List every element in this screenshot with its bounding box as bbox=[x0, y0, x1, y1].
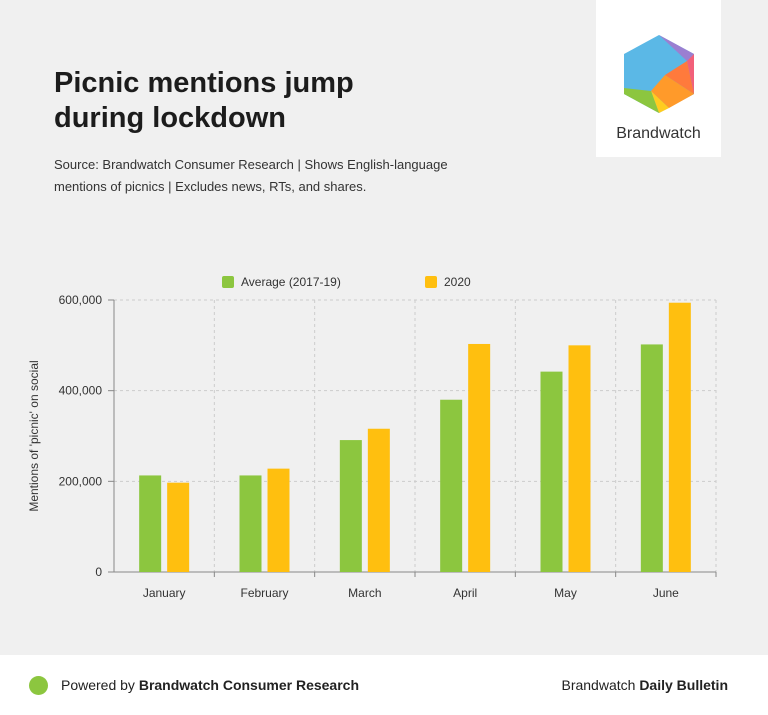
x-tick-label: June bbox=[653, 586, 679, 600]
bar-average bbox=[339, 440, 362, 572]
legend-swatch bbox=[222, 276, 234, 288]
y-tick-label: 600,000 bbox=[59, 293, 103, 307]
y-axis-title: Mentions of 'picnic' on social bbox=[27, 360, 41, 511]
bar-average bbox=[139, 475, 162, 572]
bar-2020 bbox=[167, 482, 190, 572]
bar-2020 bbox=[668, 302, 691, 572]
y-tick-label: 200,000 bbox=[59, 474, 103, 488]
y-tick-label: 0 bbox=[95, 565, 102, 579]
green-dot-icon bbox=[29, 676, 48, 695]
footer-powered-by: Powered by Brandwatch Consumer Research bbox=[61, 677, 359, 693]
legend-label: 2020 bbox=[444, 275, 471, 289]
x-tick-label: May bbox=[554, 586, 577, 600]
footer-powered-brand: Brandwatch Consumer Research bbox=[138, 677, 360, 693]
brand-logo-text: Brandwatch bbox=[616, 125, 701, 142]
legend-swatch bbox=[425, 276, 437, 288]
x-tick-label: January bbox=[143, 586, 186, 600]
bar-2020 bbox=[267, 468, 290, 572]
bar-average bbox=[239, 475, 262, 572]
y-tick-label: 400,000 bbox=[59, 384, 103, 398]
bar-2020 bbox=[568, 345, 591, 572]
footer-bulletin-prefix: Brandwatch bbox=[561, 677, 640, 693]
x-tick-label: February bbox=[240, 586, 288, 600]
page-title: Picnic mentions jump during lockdown bbox=[54, 67, 354, 134]
bar-chart: 0 200,000 400,000 600,000 January February Mar… bbox=[27, 275, 717, 600]
chart-subtitle: Source: Brandwatch Consumer Research | S… bbox=[54, 157, 448, 194]
brandwatch-hexagon-logo-icon bbox=[624, 35, 694, 113]
footer-bulletin-name: Daily Bulletin bbox=[639, 677, 728, 693]
brand-logo-card: Brandwatch bbox=[596, 0, 721, 157]
legend-label: Average (2017-19) bbox=[241, 275, 341, 289]
x-tick-label: March bbox=[348, 586, 381, 600]
footer-powered-prefix: Powered by bbox=[61, 677, 139, 693]
bar-2020 bbox=[367, 428, 390, 572]
footer-bar: Powered by Brandwatch Consumer Research … bbox=[0, 655, 768, 715]
bar-average bbox=[640, 344, 663, 572]
footer-bulletin: Brandwatch Daily Bulletin bbox=[561, 677, 728, 693]
x-tick-label: April bbox=[453, 586, 477, 600]
bar-2020 bbox=[468, 343, 491, 572]
bar-average bbox=[540, 371, 563, 572]
bar-average bbox=[440, 399, 463, 572]
